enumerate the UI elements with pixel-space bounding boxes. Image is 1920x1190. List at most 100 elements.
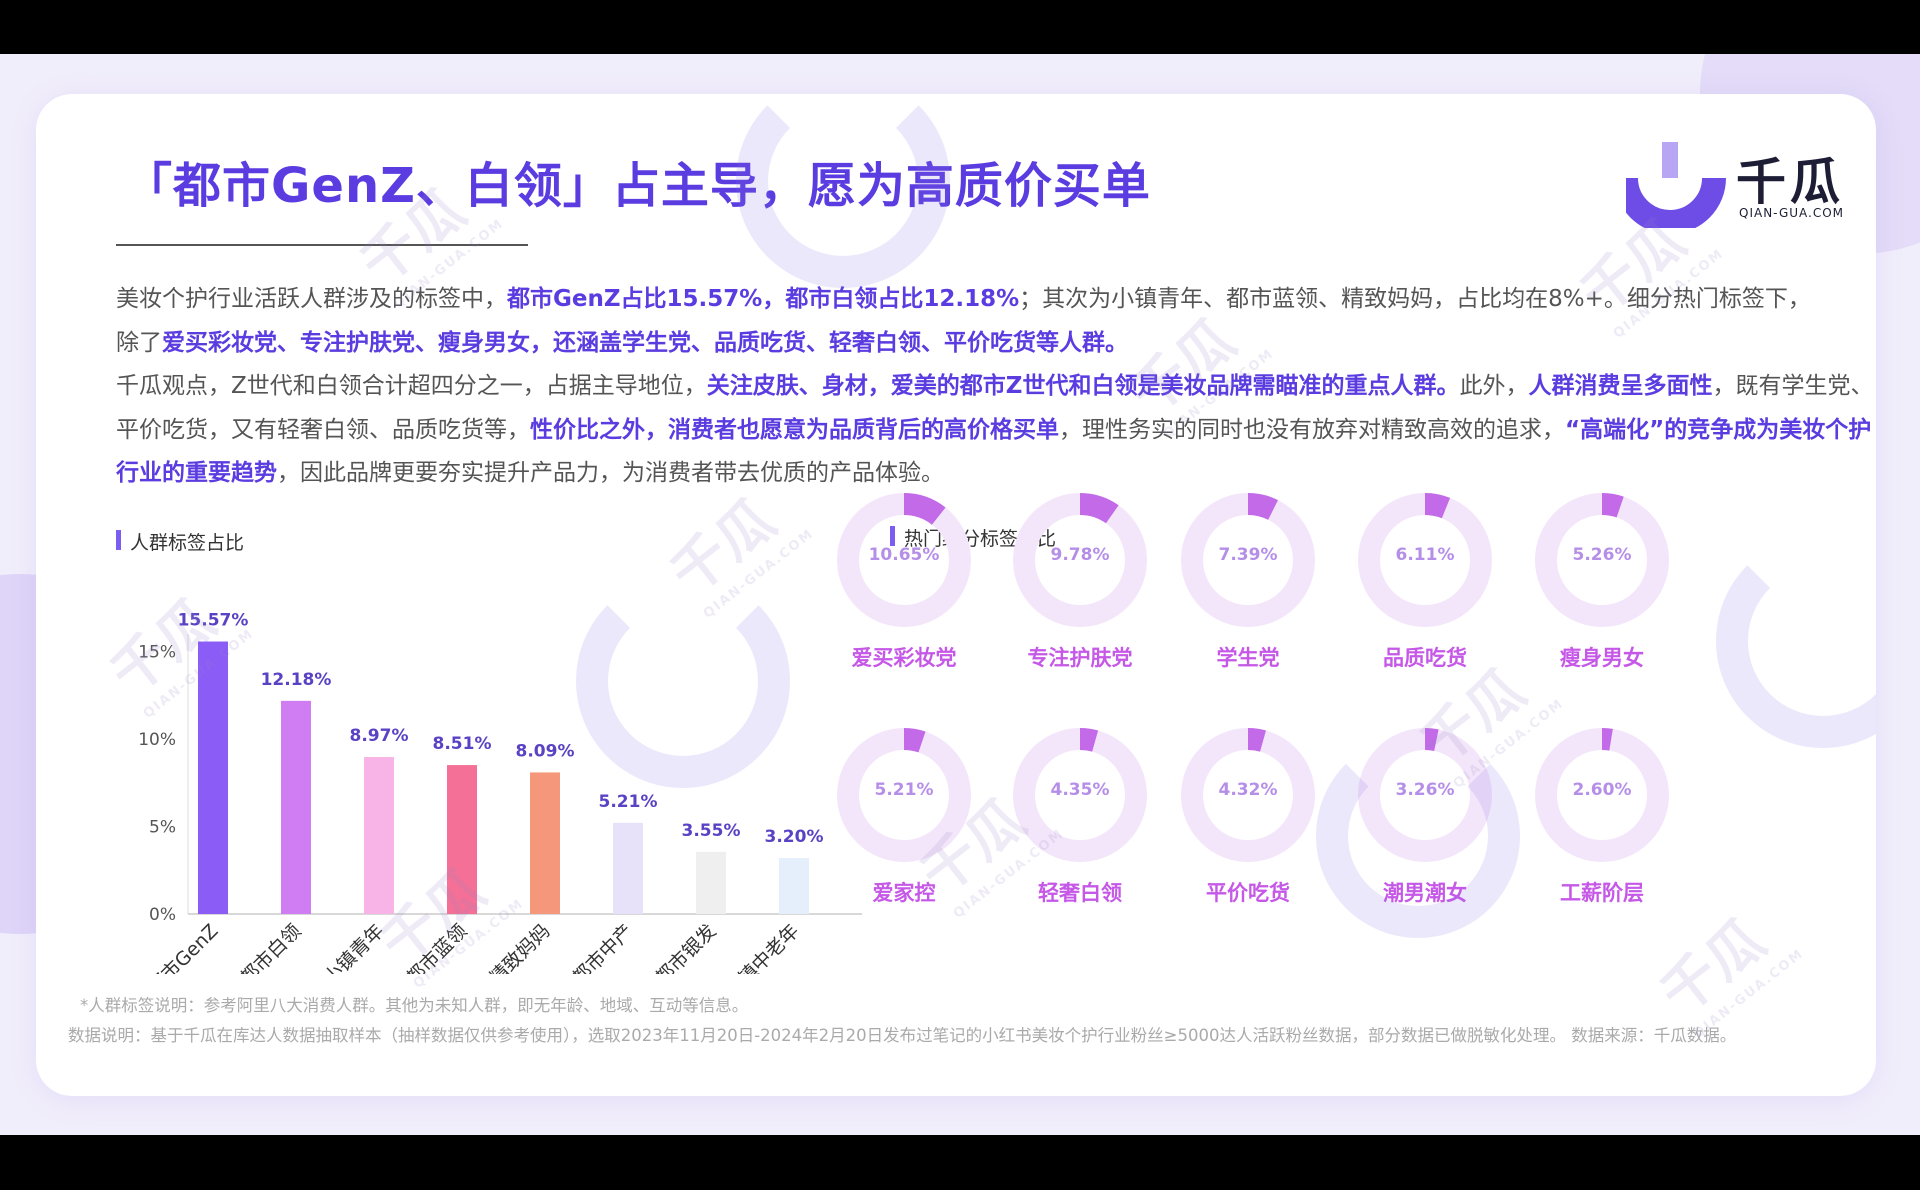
bar: [530, 772, 560, 914]
crowd-tag-footnote: *人群标签说明：参考阿里八大消费人群。其他为未知人群，即无年龄、地域、互动等信息…: [80, 996, 749, 1015]
donut-slice: [1013, 728, 1147, 862]
donut-category-label: 爱家控: [872, 881, 936, 905]
watermark-cn: 千瓜: [1648, 907, 1778, 1028]
donut-chart: 9.78% 专注护肤党: [1010, 490, 1150, 670]
donut-category-label: 轻奢白领: [1038, 881, 1122, 905]
para-text: 此外，: [1459, 373, 1529, 399]
bar-value-label: 8.09%: [516, 741, 575, 761]
donut-ring: [1181, 728, 1315, 862]
bar: [696, 851, 726, 914]
donut-chart: 3.26% 潮男潮女: [1355, 725, 1495, 905]
donut-value-label: 10.65%: [868, 545, 940, 565]
donut-value-label: 4.32%: [1218, 780, 1278, 800]
donut-ring: [1535, 728, 1669, 862]
y-tick-label: 15%: [138, 643, 176, 663]
bar-value-label: 3.55%: [682, 821, 741, 841]
bar-value-label: 3.20%: [765, 827, 824, 847]
summary-paragraph-2: 千瓜观点，Z世代和白领合计超四分之一，占据主导地位，关注皮肤、身材，爱美的都市Z…: [116, 365, 1876, 496]
donut-value-label: 5.21%: [874, 780, 934, 800]
x-tick-label: 都市银发: [651, 920, 720, 974]
title-underline: [116, 244, 528, 246]
donut-ring: [1535, 493, 1669, 627]
bar-value-label: 12.18%: [261, 670, 332, 690]
letterbox-bottom: [0, 1135, 1920, 1190]
bar: [779, 858, 809, 914]
logo-domain: QIAN-GUA.COM: [1739, 206, 1845, 220]
donut-ring: [1013, 493, 1147, 627]
para-text: ，既有学生党、平价吃货，又有轻奢白领、品质吃货等，: [116, 373, 1874, 443]
para-text: ，因此品牌更要夯实提升产品力，为消费者带去优质的产品体验。: [277, 460, 944, 486]
donut-value-label: 6.11%: [1395, 545, 1455, 565]
watermark-cn: 千瓜: [658, 487, 788, 608]
para-highlight: 性价比之外，消费者也愿意为品质背后的高价格买单: [530, 416, 1059, 443]
page-title: 「都市GenZ、白领」占主导，愿为高质价买单: [124, 158, 1151, 214]
bar: [198, 641, 228, 914]
bar: [364, 757, 394, 914]
donut-ring: [1358, 728, 1492, 862]
para-text: 千瓜观点，Z世代和白领合计超四分之一，占据主导地位，: [116, 373, 707, 399]
donut-category-label: 学生党: [1216, 646, 1280, 670]
donut-category-label: 潮男潮女: [1383, 881, 1467, 905]
donut-category-label: 瘦身男女: [1560, 646, 1644, 670]
y-tick-label: 5%: [149, 818, 176, 838]
para-highlight: 爱买彩妆党、专注护肤党、瘦身男女，还涵盖学生党、品质吃货、轻奢白领、平价吃货等人…: [162, 329, 1128, 356]
donut-ring: [1181, 493, 1315, 627]
x-tick-label: 小镇中老年: [721, 920, 804, 974]
donut-slice: [837, 728, 971, 862]
bar-value-label: 5.21%: [599, 792, 658, 812]
donut-ring: [837, 728, 971, 862]
donut-category-label: 平价吃货: [1206, 881, 1290, 905]
para-highlight: 关注皮肤、身材，爱美的都市Z世代和白领是美妆品牌需瞄准的重点人群。: [706, 373, 1460, 399]
donut-chart: 5.26% 瘦身男女: [1532, 490, 1672, 670]
bar: [613, 822, 643, 914]
qiangua-logo-icon: [1626, 142, 1726, 228]
donut-category-label: 工薪阶层: [1560, 881, 1644, 905]
donut-value-label: 9.78%: [1050, 545, 1110, 565]
donut-category-label: 品质吃货: [1383, 646, 1467, 670]
donut-ring: [837, 493, 971, 627]
donut-value-label: 3.26%: [1395, 780, 1455, 800]
para-highlight: 人群消费呈多面性: [1528, 373, 1713, 399]
donut-chart: 4.32% 平价吃货: [1178, 725, 1318, 905]
donut-category-label: 爱买彩妆党: [851, 646, 957, 670]
donut-chart: 2.60% 工薪阶层: [1532, 725, 1672, 905]
bar: [447, 765, 477, 914]
donut-chart: 4.35% 轻奢白领: [1010, 725, 1150, 905]
bar-value-label: 8.51%: [433, 734, 492, 754]
x-tick-label: 都市白领: [236, 920, 305, 974]
para-text: 美妆个护行业活跃人群涉及的标签中，: [116, 286, 507, 312]
donut-chart: 6.11% 品质吃货: [1355, 490, 1495, 670]
x-tick-label: 精致妈妈: [485, 920, 554, 974]
logo-text: 千瓜: [1736, 153, 1844, 211]
x-tick-label: 都市中产: [568, 920, 637, 974]
letterbox-top: [0, 0, 1920, 54]
para-text: ，理性务实的同时也没有放弃对精致高效的追求，: [1059, 416, 1565, 443]
donut-value-label: 2.60%: [1572, 780, 1632, 800]
data-source-note: 数据说明：基于千瓜在库达人数据抽取样本（抽样数据仅供参考使用），选取2023年1…: [68, 1026, 1737, 1045]
para-highlight: “高端化”的竞争成为美妆个护行业的重要趋势: [116, 416, 1872, 487]
para-highlight: 都市GenZ占比15.57%，都市白领占比12.18%: [507, 286, 1020, 312]
donut-value-label: 5.26%: [1572, 545, 1632, 565]
x-tick-label: 都市GenZ: [144, 920, 223, 974]
donut-slice: [837, 493, 971, 627]
donut-ring: [1358, 493, 1492, 627]
bar: [281, 700, 311, 914]
donut-slice: [1181, 728, 1315, 862]
donut-ring: [1013, 728, 1147, 862]
y-tick-label: 10%: [138, 730, 176, 750]
donut-category-label: 专注护肤党: [1027, 646, 1133, 670]
para-text: 除了: [116, 329, 162, 356]
donut-chart: 7.39% 学生党: [1178, 490, 1318, 670]
x-tick-label: 都市蓝领: [402, 920, 471, 974]
donut-value-label: 7.39%: [1218, 545, 1278, 565]
crowd-tag-bar-chart: 0% 5% 10% 15%15.57% 都市GenZ 12.18% 都市白领 8.97% 小镇青…: [138, 611, 862, 974]
slide-card: 「都市GenZ、白领」占主导，愿为高质价买单 千瓜 QIAN-GUA.COM 美…: [36, 94, 1876, 1096]
donut-slice: [1535, 493, 1669, 627]
donut-slice: [1013, 493, 1147, 627]
bar-value-label: 8.97%: [350, 726, 409, 746]
left-section-label: 人群标签占比: [116, 528, 244, 555]
donut-value-label: 4.35%: [1050, 780, 1110, 800]
watermark-ring: [1716, 534, 1876, 748]
summary-paragraph: 美妆个护行业活跃人群涉及的标签中，都市GenZ占比15.57%，都市白领占比12…: [116, 278, 1876, 496]
donut-slice: [1358, 728, 1492, 862]
